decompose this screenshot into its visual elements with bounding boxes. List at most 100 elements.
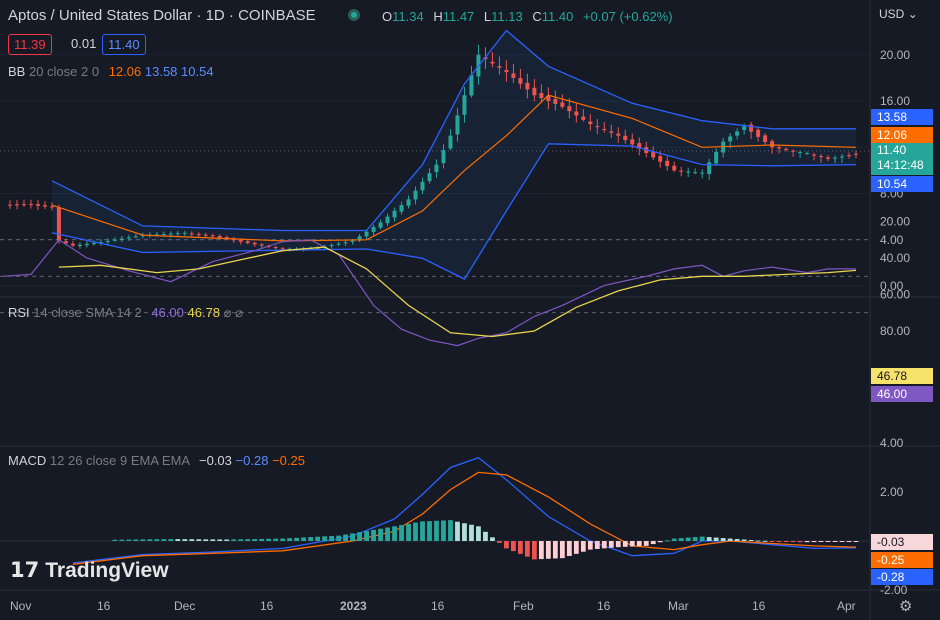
candle-body — [728, 136, 733, 142]
candle-body — [399, 205, 404, 212]
macd-histogram-bar — [294, 537, 300, 541]
macd-histogram-bar — [315, 536, 321, 541]
rsi-ma-line — [58, 246, 857, 338]
bb-lower-line — [51, 143, 857, 280]
macd-histogram-bar — [504, 541, 509, 549]
sell-price-button[interactable]: 11.39 — [8, 34, 52, 55]
symbol-title[interactable]: Aptos / United States Dollar · 1D · COIN… — [8, 7, 316, 24]
ohlc-open: 11.34 — [392, 9, 424, 24]
candle-body — [623, 135, 628, 141]
time-tick-label: Mar — [668, 599, 689, 613]
bb-basis-line — [51, 94, 857, 242]
macd-histogram-bar — [483, 531, 488, 541]
macd-signal-line — [72, 471, 857, 565]
price-tick-label: 16.00 — [880, 94, 910, 108]
candle-body — [581, 116, 586, 120]
candle-body — [574, 111, 579, 116]
macd-histogram-bar — [371, 529, 376, 541]
macd-value: −0.28 — [235, 453, 269, 468]
macd-histogram-bar — [203, 539, 209, 541]
candle-body — [525, 82, 530, 90]
candle-body — [735, 131, 740, 136]
candle-body — [749, 124, 754, 132]
macd-legend[interactable]: MACD 12 26 close 9 EMA EMA −0.03 −0.28 −… — [8, 453, 305, 468]
candle-body — [833, 157, 838, 159]
ohlc-high-key: H — [433, 9, 443, 24]
candle-body — [504, 69, 509, 73]
candle-body — [679, 170, 684, 172]
candle-body — [217, 235, 222, 238]
macd-histogram-bar — [385, 527, 390, 541]
ohlc-open-key: O — [382, 9, 393, 24]
candle-body — [427, 173, 432, 182]
candle-body — [434, 164, 439, 173]
bb-legend[interactable]: BB 20 close 2 0 12.06 13.58 10.54 — [8, 64, 214, 79]
candle-body — [630, 139, 635, 145]
candle-body — [448, 135, 453, 149]
bb-basis-value: 12.06 — [108, 64, 142, 79]
candle-body — [707, 162, 712, 175]
rsi-legend[interactable]: RSI 14 close SMA 14 2 46.00 46.78 ⌀ ⌀ — [8, 305, 243, 321]
macd-histogram-bar — [678, 538, 684, 541]
macd-histogram-bar — [301, 537, 307, 541]
ohlc-close: 11.40 — [541, 9, 574, 24]
macd-histogram-bar — [455, 521, 460, 541]
last-price: 11.40 — [877, 143, 907, 157]
candle-body — [182, 232, 187, 234]
macd-params: 12 26 close 9 EMA EMA — [49, 453, 190, 468]
macd-histogram-bar — [490, 537, 495, 541]
candle-body — [560, 102, 565, 107]
candle-body — [329, 245, 334, 247]
bb-name: BB — [8, 64, 26, 79]
price-tick-label: 20.00 — [880, 48, 910, 62]
candle-body — [840, 156, 845, 158]
candle-body — [77, 244, 82, 247]
candle-body — [553, 98, 558, 104]
macd-histogram-bar — [657, 541, 663, 543]
macd-histogram-bar — [308, 537, 314, 541]
macd-histogram-bar — [853, 541, 859, 542]
candle-body — [602, 128, 607, 130]
last-price-tag: 11.40 14:12:48 — [871, 143, 933, 175]
macd-histogram-bar — [713, 537, 719, 541]
macd-histogram-bar — [476, 526, 481, 541]
candle-body — [693, 172, 698, 174]
macd-tick-label: 2.00 — [880, 485, 904, 499]
tradingview-logo[interactable]: 𝟭𝟳 TradingView — [10, 558, 169, 583]
candle-body — [273, 247, 278, 249]
rsi-tick-label: 40.00 — [880, 251, 910, 265]
candle-body — [742, 126, 747, 130]
candle-body — [364, 231, 369, 237]
macd-histogram-bar — [259, 538, 265, 541]
candle-body — [56, 207, 61, 241]
macd-histogram-bar — [280, 538, 286, 541]
ohlc-change: +0.07 (+0.62%) — [582, 9, 673, 24]
market-status-icon — [348, 9, 360, 21]
candle-body — [847, 155, 852, 157]
bb-basis-tag: 12.06 — [871, 127, 933, 143]
macd-histogram-bar — [462, 523, 467, 541]
buy-price-button[interactable]: 11.40 — [102, 34, 146, 55]
candle-body — [532, 87, 537, 96]
macd-tag: -0.28 — [871, 569, 933, 585]
bb-lower-tag: 10.54 — [871, 176, 933, 192]
macd-histogram-bar — [720, 538, 726, 541]
bb-lower-value: 10.54 — [181, 64, 214, 79]
candle-body — [168, 233, 173, 235]
time-tick-label: 16 — [431, 599, 445, 613]
time-tick-label: 16 — [260, 599, 274, 613]
rsi-params: 14 close SMA 14 2 — [33, 305, 142, 320]
candle-body — [469, 75, 474, 96]
macd-histogram-bar — [238, 539, 244, 541]
currency-selector[interactable]: USD ⌄ — [879, 7, 918, 21]
time-tick-label: 16 — [752, 599, 766, 613]
candle-body — [35, 204, 40, 206]
gear-icon[interactable]: ⚙ — [899, 598, 913, 615]
tradingview-wordmark: TradingView — [45, 559, 169, 582]
macd-histogram-bar — [825, 541, 831, 542]
candle-body — [112, 239, 117, 241]
macd-histogram-bar — [559, 541, 565, 559]
macd-histogram-bar — [636, 541, 642, 547]
macd-hist-value: −0.03 — [199, 453, 232, 468]
